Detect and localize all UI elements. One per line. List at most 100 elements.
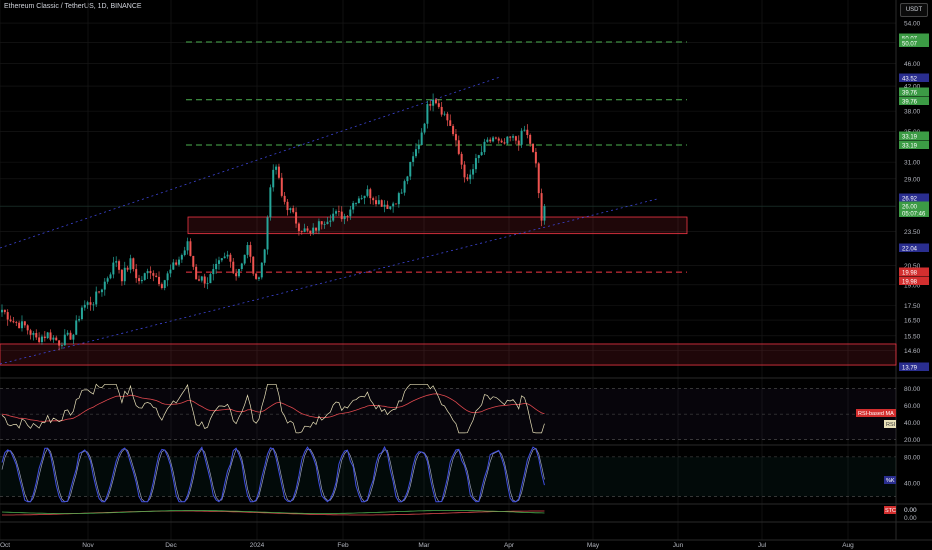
price-tag [899, 267, 929, 276]
rsi-tick-label: 40.00 [904, 420, 921, 427]
price-tag-label: 43.52 [902, 76, 918, 82]
candle-body [315, 227, 318, 231]
candle-body [243, 254, 246, 264]
rsi-tag-label: RSI [886, 422, 896, 428]
candle-body [275, 166, 278, 170]
candle-body [132, 258, 135, 270]
channel-upper-line [0, 76, 501, 249]
candle-body [409, 161, 412, 177]
candle-body [80, 307, 83, 320]
stc-tag-label: STC [885, 508, 896, 514]
candle-body [55, 337, 58, 341]
time-axis[interactable]: Oct Nov Dec 2024 Feb Mar Apr May Jun Jul Aug [0, 542, 854, 549]
time-tick-label: Mar [418, 542, 430, 549]
candle-body [520, 130, 523, 145]
price-tick-label: 14.60 [904, 348, 921, 355]
stoch-tick-label: 0.00 [904, 507, 917, 514]
stoch-rsi-pane: 80.00 40.00 0.00 %K [0, 445, 921, 514]
price-tag [899, 131, 929, 140]
candle-body [49, 332, 52, 340]
candle-body [189, 241, 192, 256]
candle-body [237, 268, 240, 277]
stc-tick-label: 0.00 [904, 507, 917, 514]
price-tag-label: 22.04 [902, 246, 918, 252]
candle-body [492, 137, 495, 142]
price-tag-label: 39.76 [902, 90, 918, 96]
price-tick-label: 15.50 [904, 333, 921, 340]
currency-button[interactable]: USDT [900, 3, 928, 17]
rsi-tag [884, 420, 896, 428]
candle-body [300, 231, 303, 232]
candle-body [158, 276, 161, 285]
time-tick-label: Oct [0, 542, 10, 549]
candle-body [180, 255, 183, 260]
chart-title: Ethereum Classic / TetherUS, 1D, BINANCE [4, 3, 142, 10]
candle-body [512, 136, 515, 138]
candle-body [346, 216, 349, 217]
price-axis[interactable]: 54.0050.0046.0042.0038.0035.0031.0029.00… [899, 21, 929, 372]
candle-body [277, 166, 280, 178]
candle-body [92, 304, 95, 306]
candle-body [203, 276, 206, 284]
candle-body [309, 230, 312, 234]
candle-body [349, 209, 352, 217]
price-tag-label: 39.76 [902, 99, 918, 105]
candle-body [355, 203, 358, 204]
candle-body [269, 187, 272, 218]
candle-body [443, 113, 446, 115]
candle-body [246, 245, 249, 255]
candle-body [506, 136, 509, 144]
candle-body [295, 212, 298, 224]
candle-body [329, 220, 332, 222]
candle-body [229, 254, 232, 262]
time-tick-label: Jul [758, 542, 767, 549]
candle-body [166, 273, 169, 281]
candle-body [72, 334, 75, 340]
candle-body [43, 336, 46, 339]
candle-body [280, 177, 283, 196]
candle-body [543, 206, 546, 221]
candle-body [423, 123, 426, 133]
price-tick-label: 19.00 [904, 282, 921, 289]
candle-body [437, 103, 440, 107]
candle-body [155, 275, 158, 277]
candle-body [306, 228, 309, 231]
candle-body [420, 132, 423, 146]
candle-body [454, 134, 457, 141]
candle-body [75, 320, 78, 335]
candle-body [160, 284, 163, 289]
price-tag-label: 26.92 [902, 196, 918, 202]
candle-body [489, 139, 492, 142]
candle-body [103, 281, 106, 290]
candle-body [514, 136, 517, 141]
candle-body [400, 192, 403, 194]
candle-body [123, 267, 126, 282]
candle-body [263, 249, 266, 263]
stc-pane: 0.000.00 STC [1, 506, 917, 522]
price-tag [899, 73, 929, 82]
candle-body [440, 106, 443, 115]
price-tag-label: 05:07:46 [902, 211, 926, 217]
time-tick-label: 2024 [250, 542, 265, 549]
candle-body [126, 267, 129, 270]
candle-body [60, 345, 63, 347]
candle-body [323, 223, 326, 225]
candle-body [29, 330, 32, 335]
price-tag [899, 276, 929, 285]
candle-body [337, 211, 340, 213]
candle-body [503, 142, 506, 144]
price-tick-label: 38.00 [904, 109, 921, 116]
candle-body [529, 134, 532, 144]
price-tick-label: 31.00 [904, 160, 921, 167]
time-tick-label: Jun [673, 542, 684, 549]
candle-body [260, 262, 263, 278]
candle-body [223, 256, 226, 259]
candle-body [366, 189, 369, 196]
candle-body [357, 198, 360, 204]
stc-tick-label: 0.00 [904, 515, 917, 522]
price-tick-label: 16.50 [904, 318, 921, 325]
price-tag-label: 26.00 [902, 204, 918, 210]
rsi-tick-label: 60.00 [904, 403, 921, 410]
candle-body [217, 260, 220, 264]
